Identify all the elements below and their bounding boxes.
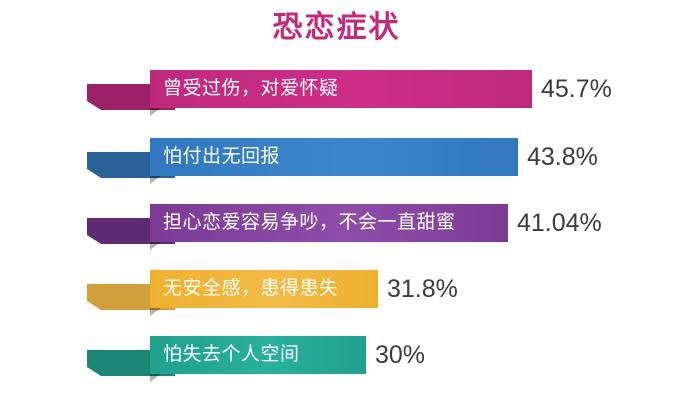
bar-row: 无安全感，患得患失 31.8% xyxy=(0,260,673,324)
bar-value: 45.7% xyxy=(541,75,612,103)
bar-label: 怕失去个人空间 xyxy=(163,344,300,365)
bar-value: 31.8% xyxy=(387,275,458,303)
bar-segment: 曾受过伤，对爱怀疑 xyxy=(150,70,532,116)
bar-segment: 担心恋爱容易争吵，不会一直甜蜜 xyxy=(150,204,508,250)
bar-segment: 无安全感，患得患失 xyxy=(150,270,378,316)
bar-row: 担心恋爱容易争吵，不会一直甜蜜 41.04% xyxy=(0,194,673,258)
bar-label: 担心恋爱容易争吵，不会一直甜蜜 xyxy=(163,212,456,233)
bar-row: 怕失去个人空间 30% xyxy=(0,326,673,390)
bar-label: 怕付出无回报 xyxy=(163,146,281,167)
bar-row: 曾受过伤，对爱怀疑 45.7% xyxy=(0,60,673,124)
bar-value: 41.04% xyxy=(517,209,602,237)
bar-value: 43.8% xyxy=(527,143,598,171)
bar-row: 怕付出无回报 43.8% xyxy=(0,128,673,192)
bar-segment: 怕付出无回报 xyxy=(150,138,518,184)
bar-label: 曾受过伤，对爱怀疑 xyxy=(163,78,339,99)
page-title: 恐恋症状 xyxy=(272,11,401,44)
bar-label: 无安全感，患得患失 xyxy=(163,278,339,299)
bar-value: 30% xyxy=(375,341,426,369)
bar-segment: 怕失去个人空间 xyxy=(150,336,366,382)
